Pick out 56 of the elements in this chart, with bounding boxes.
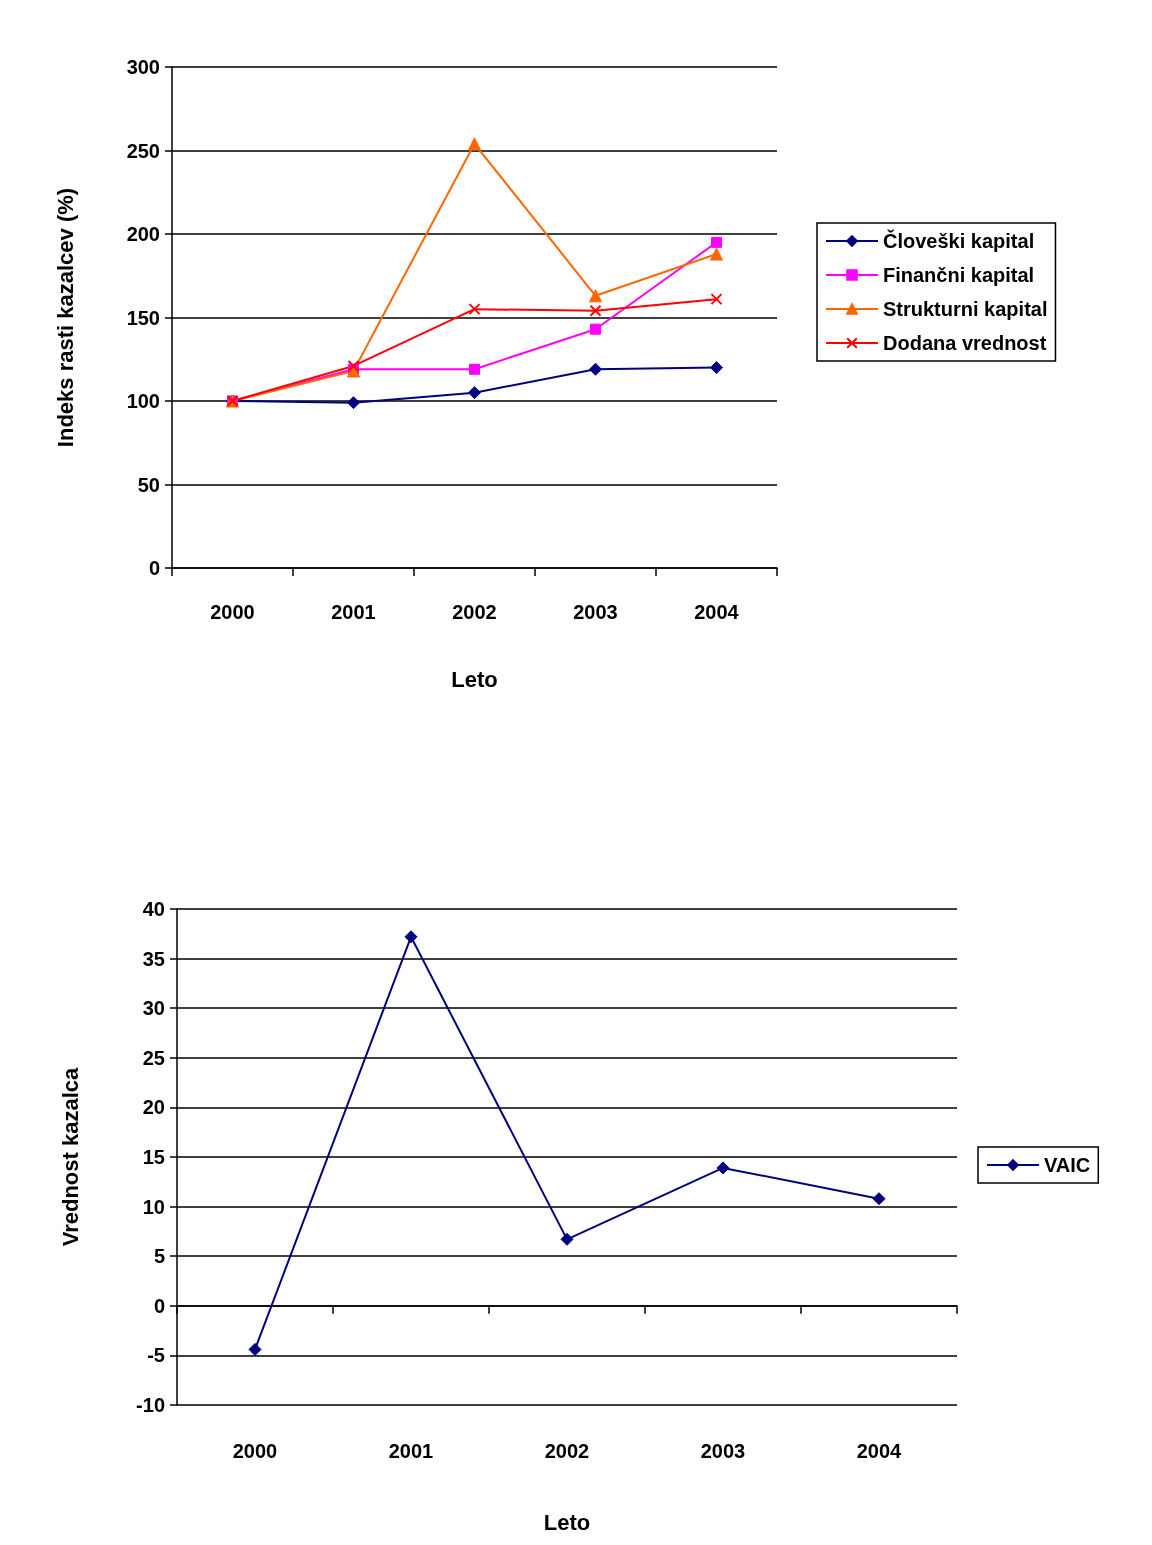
y-tick-label: 25 [142,1046,165,1069]
point [468,137,481,151]
point [248,1342,262,1356]
y-tick-label: -10 [136,1394,165,1416]
y-tick-label: 15 [142,1146,165,1168]
x-tick-label: 2004 [856,1440,903,1462]
x-tick-label: 2004 [694,601,740,623]
point [469,363,480,375]
point [404,930,418,944]
point [711,236,722,248]
y-tick-label: 20 [142,1096,165,1119]
point [468,386,481,400]
point [590,323,601,335]
point [710,247,723,261]
y-tick-label: 200 [126,223,160,245]
point [872,1192,886,1206]
y-tick-label: 30 [142,997,165,1020]
y-tick-label: 100 [126,390,160,412]
y-tick-label: 0 [148,557,160,579]
x-tick-label: 2001 [331,601,376,623]
point [716,1161,730,1175]
y-tick-label: 300 [126,56,160,78]
y-tick-label: 40 [142,898,165,920]
legend-label: Človeški kapital [883,229,1035,252]
legend-label: Dodana vrednost [883,332,1047,354]
x-tick-label: 2002 [452,601,497,623]
point [589,289,602,303]
x-tick-label: 2000 [210,601,255,623]
x-axis-title: Leto [451,666,498,692]
point [560,1232,574,1246]
y-tick-label: 150 [126,306,160,329]
x-axis-title: Leto [543,1509,591,1535]
x-tick-label: 2000 [232,1440,278,1462]
point [347,396,360,410]
point [347,359,360,372]
point [589,362,602,376]
y-tick-label: 0 [153,1294,165,1317]
y-tick-label: 50 [137,473,160,496]
x-tick-label: 2001 [388,1440,434,1462]
y-tick-label: -5 [147,1344,165,1367]
point [589,304,602,317]
legend-label: VAIC [1044,1154,1091,1176]
legend-label: Strukturni kapital [883,298,1048,320]
legend-label: Finančni kapital [883,264,1035,286]
point [710,361,723,375]
y-tick-label: 5 [153,1245,165,1268]
y-axis-title: Vrednost kazalca [57,1066,83,1247]
x-tick-label: 2003 [573,601,618,623]
y-axis-title: Indeks rasti kazalcev (%) [52,187,78,448]
point [710,293,723,306]
point [468,303,481,316]
y-tick-label: 35 [142,947,165,970]
y-tick-label: 10 [142,1195,165,1218]
x-tick-label: 2003 [700,1440,746,1462]
y-tick-label: 250 [126,139,160,162]
x-tick-label: 2002 [544,1440,590,1462]
